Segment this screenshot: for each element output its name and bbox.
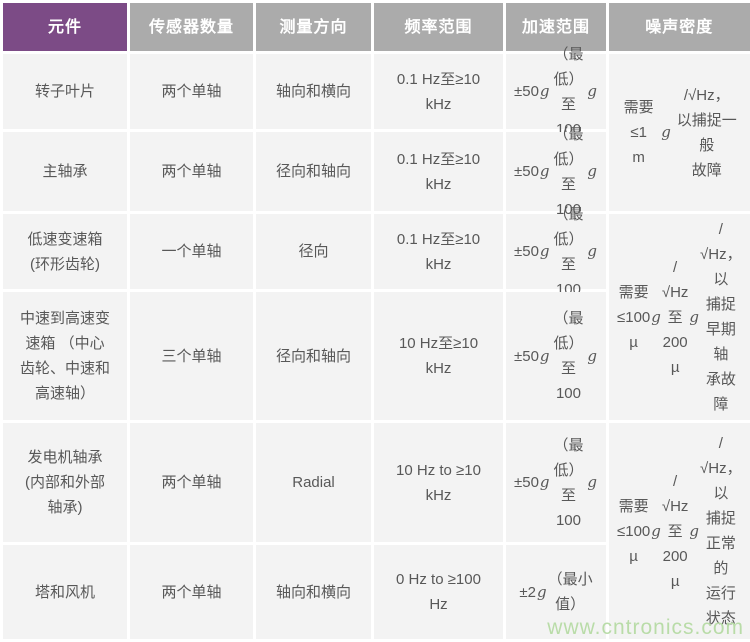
cell-component-generator-bearings: 发电机轴承 (内部和外部 轴承) [3, 423, 127, 542]
cell-acceleration-row-2: ±50 g （最 低）至 100 g [506, 126, 606, 218]
cell-sensors-row-6: 两个单轴 [130, 545, 253, 639]
cell-frequency-row-1: 0.1 Hz至≥10 kHz [374, 54, 503, 129]
cell-component-mid-high-speed-gearbox: 中速到高速变 速箱 （中心 齿轮、中速和 高速轴） [3, 292, 127, 420]
header-cell-direction: 测量方向 [256, 3, 371, 51]
cell-sensors-row-1: 两个单轴 [130, 54, 253, 129]
cell-direction-row-3: 径向 [256, 214, 371, 289]
cell-acceleration-row-3: ±50 g （最 低）至 100 g [506, 206, 606, 298]
cell-acceleration-row-4: ±50 g （最 低）至 100 g [506, 292, 606, 420]
cell-direction-row-6: 轴向和横向 [256, 545, 371, 639]
header-cell-frequency: 频率范围 [374, 3, 503, 51]
cell-sensors-row-5: 两个单轴 [130, 423, 253, 542]
cell-sensors-row-4: 三个单轴 [130, 292, 253, 420]
cell-direction-row-1: 轴向和横向 [256, 54, 371, 129]
cell-frequency-row-3: 0.1 Hz至≥10 kHz [374, 214, 503, 289]
cell-acceleration-row-1: ±50 g （最 低）至 100 g [506, 46, 606, 138]
cell-sensors-row-3: 一个单轴 [130, 214, 253, 289]
cell-direction-row-4: 径向和轴向 [256, 292, 371, 420]
cell-sensors-row-2: 两个单轴 [130, 132, 253, 211]
cell-frequency-row-2: 0.1 Hz至≥10 kHz [374, 132, 503, 211]
header-cell-sensors: 传感器数量 [130, 3, 253, 51]
cell-frequency-row-6: 0 Hz to ≥100 Hz [374, 545, 503, 639]
header-cell-acceleration: 加速范围 [506, 3, 606, 51]
noise-cell-rows-5-6: 需要≤100 µ g/√Hz至 200 µ g / √Hz， 以 捕捉正常的 运行状态 [609, 423, 750, 639]
cell-component-rotor-blades: 转子叶片 [3, 54, 127, 129]
cell-component-tower-and-fan: 塔和风机 [3, 545, 127, 639]
header-cell-noise: 噪声密度 [609, 3, 750, 51]
cell-frequency-row-5: 10 Hz to ≥10 kHz [374, 423, 503, 542]
noise-cell-rows-3-4: 需要≤100 µ g/√Hz至 200 µ g / √Hz， 以 捕捉早期轴 承故障 [609, 214, 750, 420]
cell-direction-row-5: Radial [256, 423, 371, 542]
cell-component-main-bearing: 主轴承 [3, 132, 127, 211]
cell-direction-row-2: 径向和轴向 [256, 132, 371, 211]
cell-acceleration-row-5: ±50 g （最 低）至 100 g [506, 423, 606, 542]
cell-frequency-row-4: 10 Hz至≥10 kHz [374, 292, 503, 420]
cell-component-low-speed-gearbox: 低速变速箱 (环形齿轮) [3, 214, 127, 289]
cell-acceleration-row-6: ±2 g （最小 值） [506, 545, 606, 639]
noise-cell-rows-1-2: 需要≤1 m g/√Hz， 以捕捉一般 故障 [609, 54, 750, 211]
header-cell-component: 元件 [3, 3, 127, 51]
